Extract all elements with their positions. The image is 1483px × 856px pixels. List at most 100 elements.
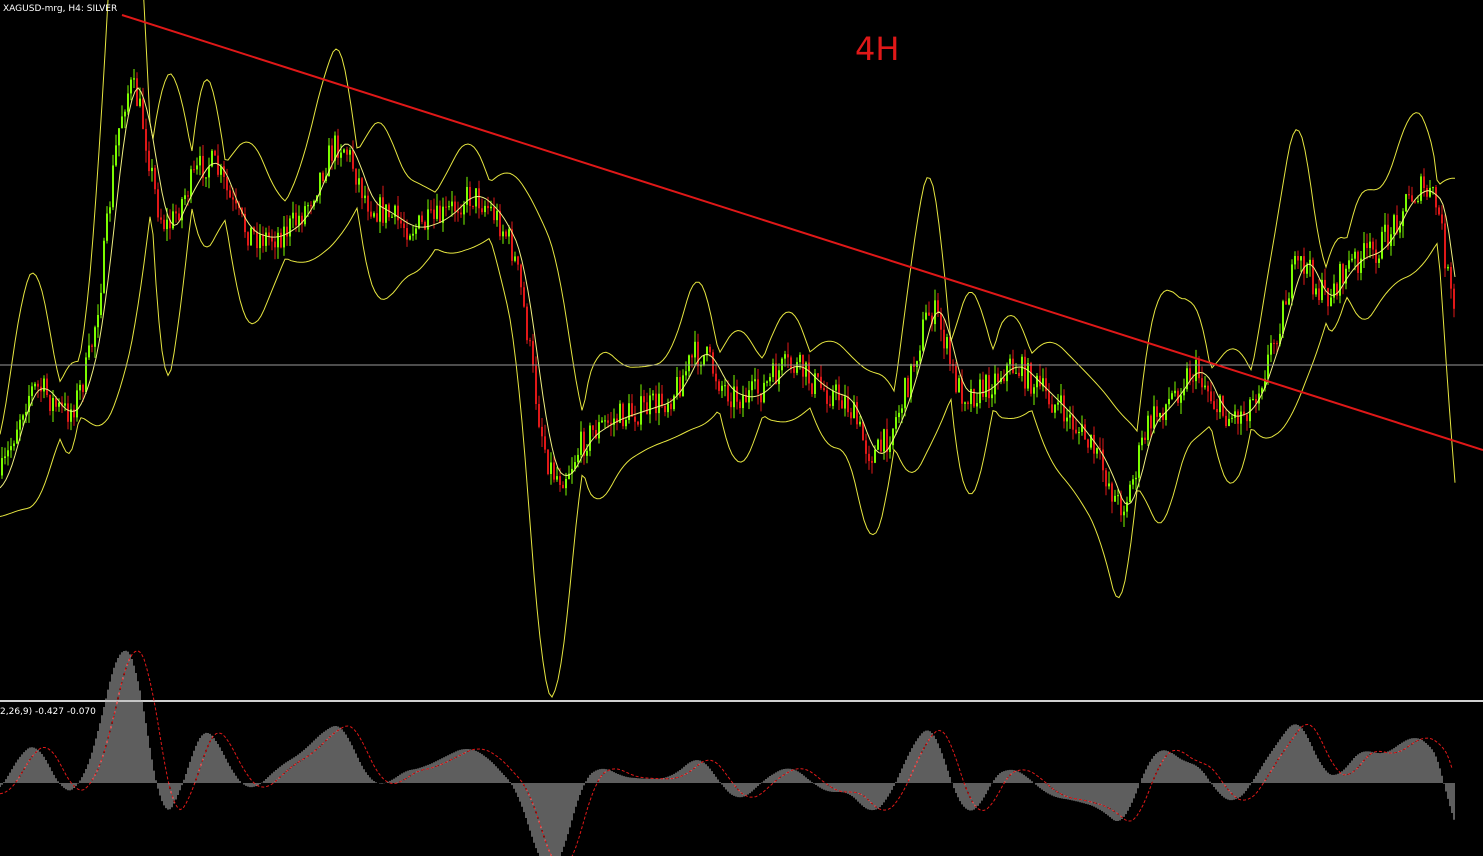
macd-panel [0, 650, 1455, 856]
candle-body [247, 232, 249, 246]
candle-body [1057, 402, 1059, 405]
candle-body [502, 231, 504, 237]
candle-body [718, 381, 720, 391]
candle-body [1186, 368, 1188, 390]
candle-body [574, 462, 576, 469]
candle-body [1021, 356, 1023, 376]
candle-body [676, 376, 678, 396]
candle-body [955, 366, 957, 393]
candle-body [232, 197, 234, 200]
candle-body [307, 205, 309, 207]
candle-body [1114, 495, 1116, 502]
candle-body [1438, 207, 1440, 215]
candle-body [97, 314, 99, 328]
candle-body [271, 236, 273, 242]
candle-body [721, 385, 723, 391]
candle-body [1435, 187, 1437, 208]
candle-body [1426, 187, 1428, 197]
candle-body [1384, 224, 1386, 232]
candle-body [1111, 483, 1113, 502]
middle-band [0, 87, 1456, 505]
candle-body [349, 150, 351, 155]
candle-body [190, 169, 192, 197]
candle-body [1045, 378, 1047, 392]
candle-body [139, 98, 141, 106]
candle-body [880, 439, 882, 452]
candle-body [1315, 288, 1317, 295]
candle-body [970, 389, 972, 405]
candle-body [922, 319, 924, 351]
candle-body [445, 206, 447, 208]
candle-body [733, 386, 735, 408]
candle-body [541, 426, 543, 437]
candle-body [520, 264, 522, 288]
candle-body [775, 363, 777, 385]
candle-body [1084, 424, 1086, 440]
candle-body [1441, 214, 1443, 224]
candle-body [1033, 387, 1035, 394]
candle-body [1066, 417, 1068, 422]
candle-body [19, 419, 21, 430]
candle-body [1339, 263, 1341, 296]
candle-body [163, 219, 165, 230]
candle-body [616, 418, 618, 423]
candle-body [31, 386, 33, 396]
candle-body [976, 403, 978, 407]
candle-body [868, 453, 870, 462]
candle-body [1369, 241, 1371, 248]
candle-body [1444, 223, 1446, 269]
candle-body [1216, 408, 1218, 413]
candle-body [214, 150, 216, 156]
candle-body [586, 450, 588, 456]
candle-body [322, 172, 324, 182]
candle-body [280, 232, 282, 248]
candle-body [346, 149, 348, 155]
candle-body [187, 195, 189, 197]
candle-body [853, 402, 855, 419]
candle-body [655, 393, 657, 414]
candle-body [10, 446, 12, 451]
candle-body [160, 217, 162, 220]
candle-body [940, 312, 942, 330]
candle-body [772, 363, 774, 378]
timeframe-annotation: 4H [855, 30, 899, 68]
candle-body [61, 402, 63, 406]
candle-body [172, 211, 174, 229]
candle-body [49, 395, 51, 411]
candle-body [898, 412, 900, 418]
candle-body [553, 462, 555, 480]
candle-body [1201, 378, 1203, 388]
candle-body [415, 228, 417, 234]
candle-body [1171, 393, 1173, 399]
candle-body [532, 341, 534, 366]
candle-body [778, 370, 780, 385]
candle-body [391, 216, 393, 218]
candle-body [166, 219, 168, 230]
candle-body [1195, 359, 1197, 382]
candle-body [85, 357, 87, 393]
candle-body [697, 341, 699, 367]
candle-body [1318, 288, 1320, 301]
candle-body [259, 234, 261, 249]
candle-body [859, 421, 861, 425]
candle-body [1249, 399, 1251, 422]
candle-body [286, 226, 288, 237]
candle-body [730, 401, 732, 408]
candle-body [508, 229, 510, 237]
candle-body [1381, 231, 1383, 259]
candle-body [1162, 412, 1164, 421]
candle-body [973, 389, 975, 407]
candle-body [1063, 395, 1065, 422]
candle-body [1303, 256, 1305, 274]
candle-body [379, 197, 381, 222]
candle-body [115, 145, 117, 166]
candle-body [364, 195, 366, 199]
candle-body [250, 227, 252, 246]
candle-body [817, 373, 819, 377]
candle-body [1135, 477, 1137, 480]
candle-body [358, 178, 360, 185]
candle-body [652, 393, 654, 396]
candle-body [1207, 385, 1209, 392]
candle-body [430, 209, 432, 211]
candle-body [199, 155, 201, 166]
